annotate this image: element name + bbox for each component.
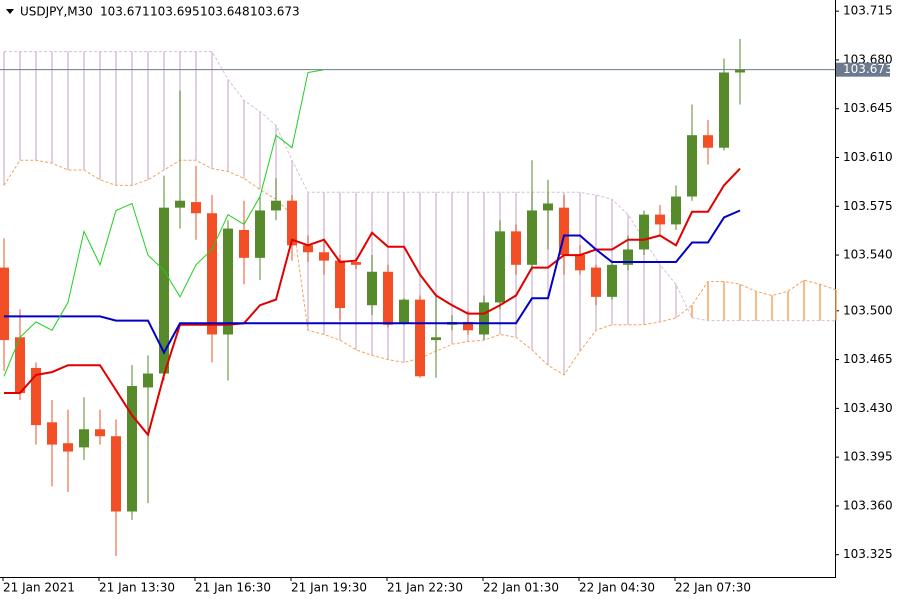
candle-body [511,231,521,265]
candle-body [527,210,537,265]
candle-body [175,200,185,208]
candle-body [63,443,73,452]
candle-body [47,422,57,445]
last-price-box [836,62,890,77]
candle-body [463,321,473,331]
candle-body [239,229,249,258]
candle-body [127,386,137,512]
candle-body [31,367,41,426]
candle-body [335,260,345,309]
last-price-label: 103.673 [843,62,893,76]
candle-body [271,200,281,211]
candle-body [111,436,121,512]
candle-body [159,207,169,374]
senkou-span-b [4,51,836,322]
candle-body [191,202,201,214]
x-tick-label: 22 Jan 04:30 [579,581,655,595]
candle-body [575,255,585,271]
candle-body [607,264,617,297]
x-tick-label: 21 Jan 19:30 [291,581,367,595]
candle-body [719,72,729,148]
candle-body [95,429,105,437]
candle-body [639,214,649,250]
header-value: 103.673 [250,5,300,19]
candle-body [207,213,217,335]
candle-body [623,249,633,265]
candle-body [287,200,297,246]
y-tick-label: 103.430 [843,401,893,415]
candle-body [0,267,9,341]
candle-body [479,302,489,335]
symbol: USDJPY,M30 [20,5,93,19]
header-value: 103.648 [200,5,250,19]
candle-body [255,210,265,258]
x-tick-label: 21 Jan 16:30 [195,581,271,595]
y-tick-label: 103.395 [843,450,893,464]
x-tick-label: 21 Jan 13:30 [99,581,175,595]
candle-body [143,373,153,388]
candle-body [687,135,697,197]
y-tick-label: 103.715 [843,4,893,18]
candle-body [399,299,409,324]
candle-body [79,429,89,448]
x-tick-label: 22 Jan 07:30 [675,581,751,595]
candle-body [671,196,681,225]
y-tick-label: 103.465 [843,352,893,366]
y-tick-label: 103.645 [843,101,893,115]
y-tick-label: 103.540 [843,248,893,262]
x-tick-label: 21 Jan 2021 [3,581,75,595]
y-tick-label: 103.325 [843,547,893,561]
candle-body [735,69,745,73]
y-tick-label: 103.500 [843,303,893,317]
indicator-line [3,69,325,377]
y-tick-label: 103.575 [843,199,893,213]
candle-body [655,214,665,225]
y-tick-label: 103.610 [843,150,893,164]
candle-body [591,267,601,297]
x-tick-label: 22 Jan 01:30 [483,581,559,595]
indicator-line [4,209,741,355]
candle-body [559,207,569,256]
menu-arrow[interactable] [6,9,14,14]
candle-body [367,271,377,306]
candle-body [543,203,553,211]
candle-body [15,337,25,394]
candle-body [223,228,233,335]
candle-body [703,135,713,148]
candle-body [431,337,441,341]
header-value: 103.695 [150,5,200,19]
candle-body [495,231,505,303]
candle-body [383,271,393,325]
header-value: 103.671 [100,5,150,19]
candle-body [319,252,329,261]
indicator-line [4,167,741,437]
candle-body [415,299,425,377]
y-tick-label: 103.360 [843,498,893,512]
x-tick-label: 21 Jan 22:30 [387,581,463,595]
candle-body [303,245,313,253]
candle-body [351,262,361,265]
